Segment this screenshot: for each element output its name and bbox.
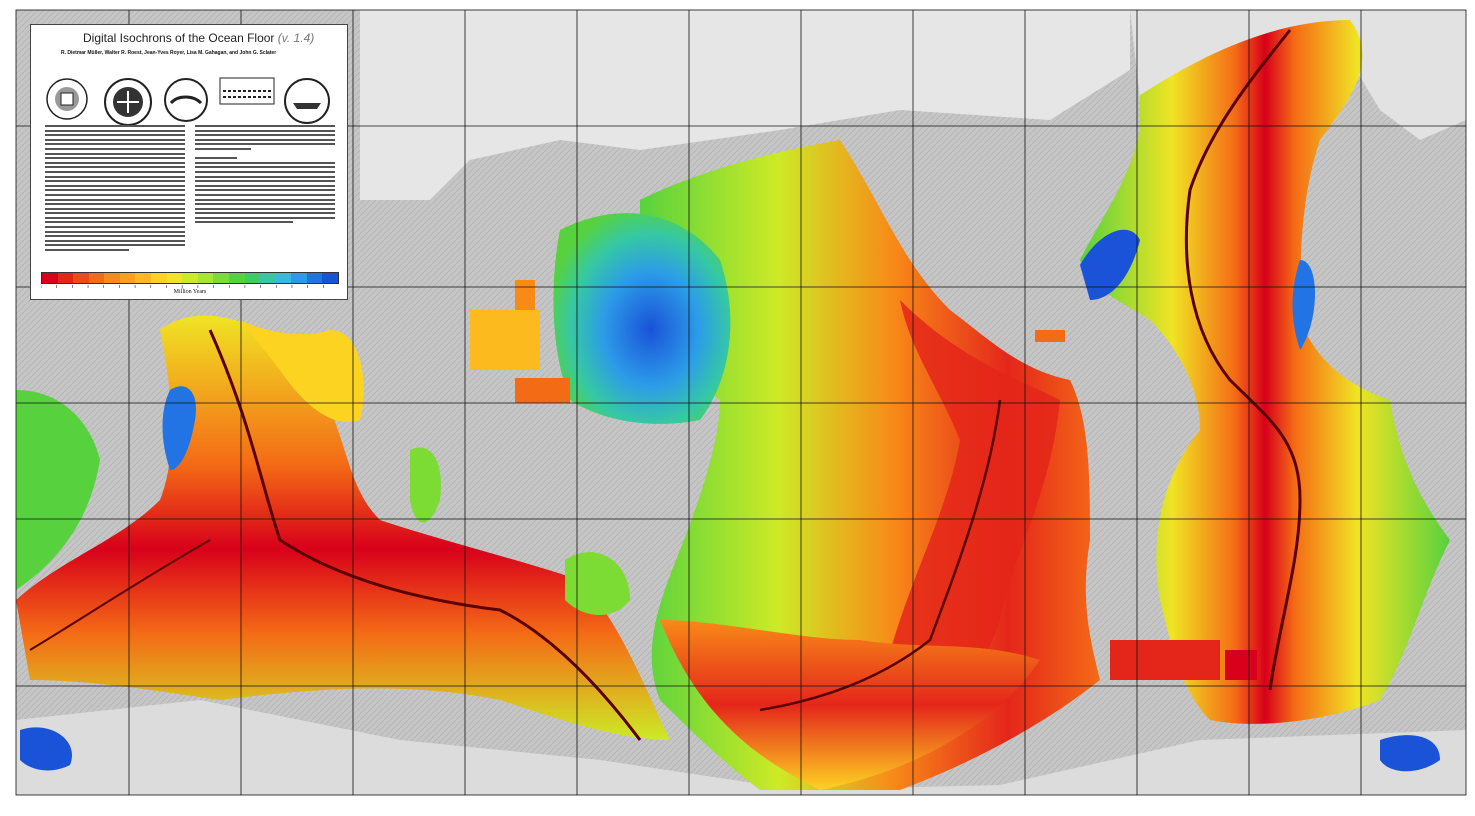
colorbar-swatch [275, 273, 292, 283]
colorbar-swatch [291, 273, 307, 283]
marginal-basin-orange [515, 378, 570, 403]
colorbar-swatch [104, 273, 120, 283]
university-seal-icon [104, 78, 152, 126]
ocean-institute-seal-icon [284, 78, 330, 124]
mid-atlantic-ridge [1184, 29, 1302, 691]
legend-title: Digital Isochrons of the Ocean Floor [83, 31, 275, 45]
southwest-blue [20, 727, 72, 771]
atlantic-northeast-blue [1292, 260, 1315, 350]
legend-authors: R. Dietmar Müller, Walter R. Roest, Jean… [61, 50, 277, 56]
scotia-arc [1110, 640, 1220, 680]
west-pacific-old-crust [553, 213, 731, 424]
legend-description-column-1 [45, 125, 185, 254]
sw-indian-ridge [29, 539, 211, 651]
philippine-sea [470, 310, 540, 370]
colorbar-swatch [213, 273, 229, 283]
colorbar-ticks [41, 285, 324, 288]
colorbar-swatch [42, 273, 58, 283]
graticule [15, 9, 1467, 796]
marginal-basin-small [515, 280, 535, 310]
tasman-green [565, 552, 630, 615]
survey-seal-icon [164, 78, 208, 122]
australia-gulf-green [410, 447, 441, 523]
institution-seal-icon [46, 78, 88, 120]
colorbar-swatch [182, 273, 198, 283]
south-pacific-band [660, 620, 1040, 790]
scotia-sea [1225, 650, 1257, 680]
antarctica [16, 700, 1466, 795]
legend-description-column-2 [195, 125, 335, 226]
southeast-blue [1380, 735, 1440, 772]
colorbar-swatch [166, 273, 183, 283]
caribbean [1035, 330, 1065, 342]
indian-ocean-north [240, 320, 364, 422]
colorbar-swatch [228, 273, 245, 283]
colorbar-swatch [135, 273, 152, 283]
colorbar-swatch [322, 273, 338, 283]
colorbar-swatch [73, 273, 89, 283]
age-colorbar [41, 272, 339, 284]
indian-ocean-west [16, 390, 100, 590]
north-continents [360, 10, 1130, 200]
indian-ridge [208, 329, 642, 741]
colorbar-swatch [151, 273, 167, 283]
colorbar-swatch [88, 273, 105, 283]
legend-version: (v. 1.4) [277, 31, 315, 45]
colorbar-swatch [197, 273, 214, 283]
pacific-ridge [759, 399, 1002, 712]
atlantic-ocean [1080, 20, 1450, 724]
atlantic-northwest-blue [1080, 229, 1140, 300]
legend-panel: Digital Isochrons of the Ocean Floor (v.… [30, 24, 348, 300]
indian-ocean-blue-channel [162, 386, 196, 470]
colorbar-swatch [119, 273, 136, 283]
colorbar-swatch [306, 273, 323, 283]
agency-logo-icon [219, 77, 275, 105]
colorbar-swatch [260, 273, 276, 283]
colorbar-unit-label: Million Years [173, 289, 207, 295]
colorbar-swatch [244, 273, 261, 283]
legend-title-line: Digital Isochrons of the Ocean Floor (v.… [83, 31, 314, 45]
colorbar-swatch [57, 273, 74, 283]
